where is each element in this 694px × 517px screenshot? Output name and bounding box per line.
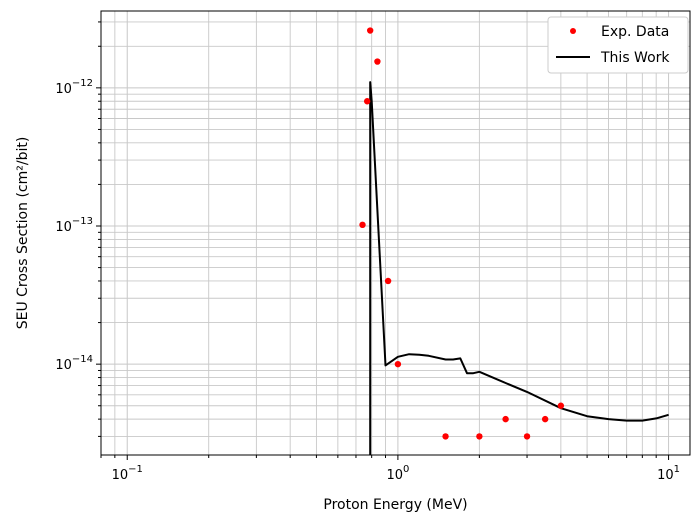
exp-data-point	[384, 277, 392, 285]
x-tick-label-exponent: −1	[128, 464, 143, 475]
exp-data-point	[359, 221, 366, 229]
y-tick-label-base: 10	[55, 220, 72, 235]
y-tick-label-exponent: −14	[72, 354, 93, 365]
exp-data-point	[442, 433, 449, 440]
exp-data-point	[374, 58, 381, 65]
x-tick-label-base: 10	[112, 468, 129, 483]
y-tick-label-base: 10	[55, 358, 72, 373]
series-layer	[359, 27, 669, 455]
legend-marker-exp-data	[570, 28, 576, 34]
exp-data-point	[502, 415, 509, 423]
legend-label-this-work: This Work	[600, 50, 670, 66]
x-tick-label-base: 10	[386, 468, 403, 483]
y-tick-label-base: 10	[55, 82, 72, 97]
x-tick-label: 101	[657, 464, 680, 483]
y-tick-label: 10−13	[55, 216, 93, 235]
exp-data-point	[366, 27, 374, 34]
y-axis-label: SEU Cross Section (cm²/bit)	[15, 137, 31, 330]
plot-frame	[100, 10, 691, 456]
grid-lines	[100, 11, 690, 455]
x-axis-label: Proton Energy (MeV)	[323, 497, 467, 513]
x-tick-label: 100	[386, 464, 409, 483]
exp-data-point	[557, 402, 565, 409]
y-tick-label: 10−12	[55, 78, 93, 97]
exp-data-point	[363, 98, 371, 105]
y-tick-label: 10−14	[55, 354, 93, 373]
exp-data-point	[476, 433, 483, 440]
series-line-this-work	[369, 81, 669, 455]
exp-data-point	[523, 433, 531, 440]
x-tick-label-base: 10	[657, 468, 674, 483]
y-tick-label-exponent: −13	[72, 216, 93, 227]
x-tick-label-exponent: 1	[674, 464, 680, 475]
exp-data-point	[394, 360, 402, 368]
legend-label-exp-data: Exp. Data	[601, 24, 669, 40]
y-tick-label-exponent: −12	[72, 78, 93, 89]
x-tick-label-exponent: 0	[403, 464, 409, 475]
legend-box	[547, 16, 689, 74]
exp-data-point	[541, 415, 549, 423]
legend: Exp. Data This Work	[547, 16, 689, 74]
x-tick-label: 10−1	[112, 464, 143, 483]
